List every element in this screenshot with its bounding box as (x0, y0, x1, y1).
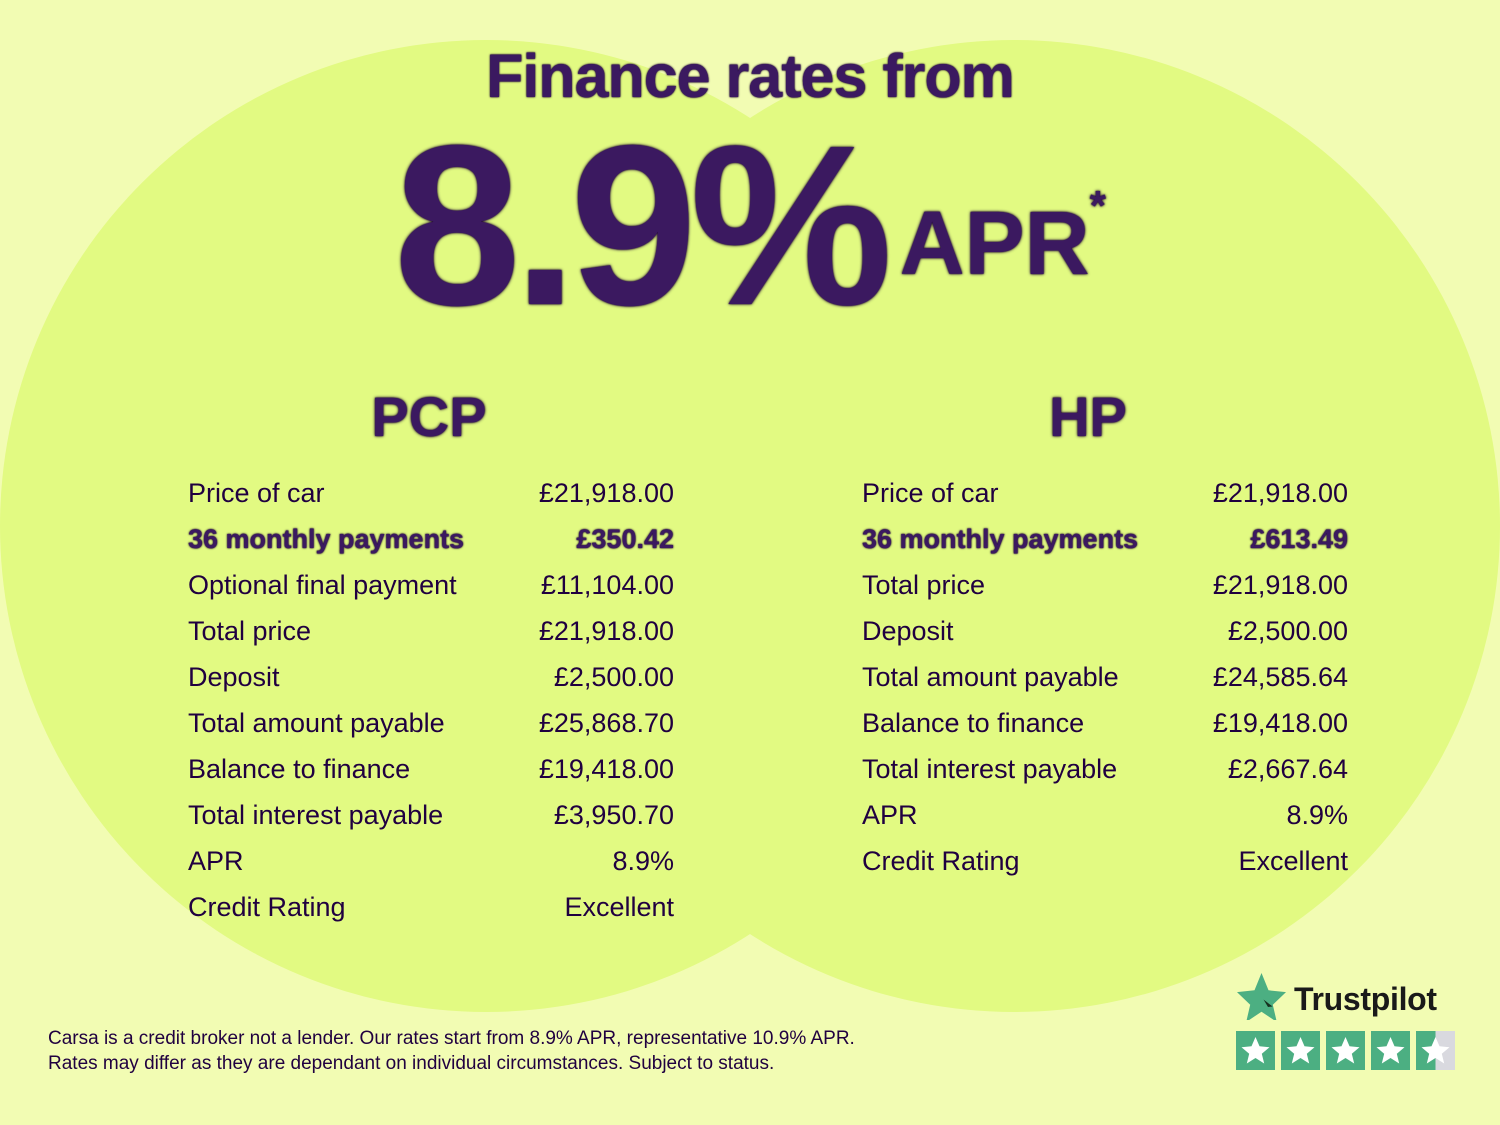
svg-text:Trustpilot: Trustpilot (1294, 981, 1437, 1017)
